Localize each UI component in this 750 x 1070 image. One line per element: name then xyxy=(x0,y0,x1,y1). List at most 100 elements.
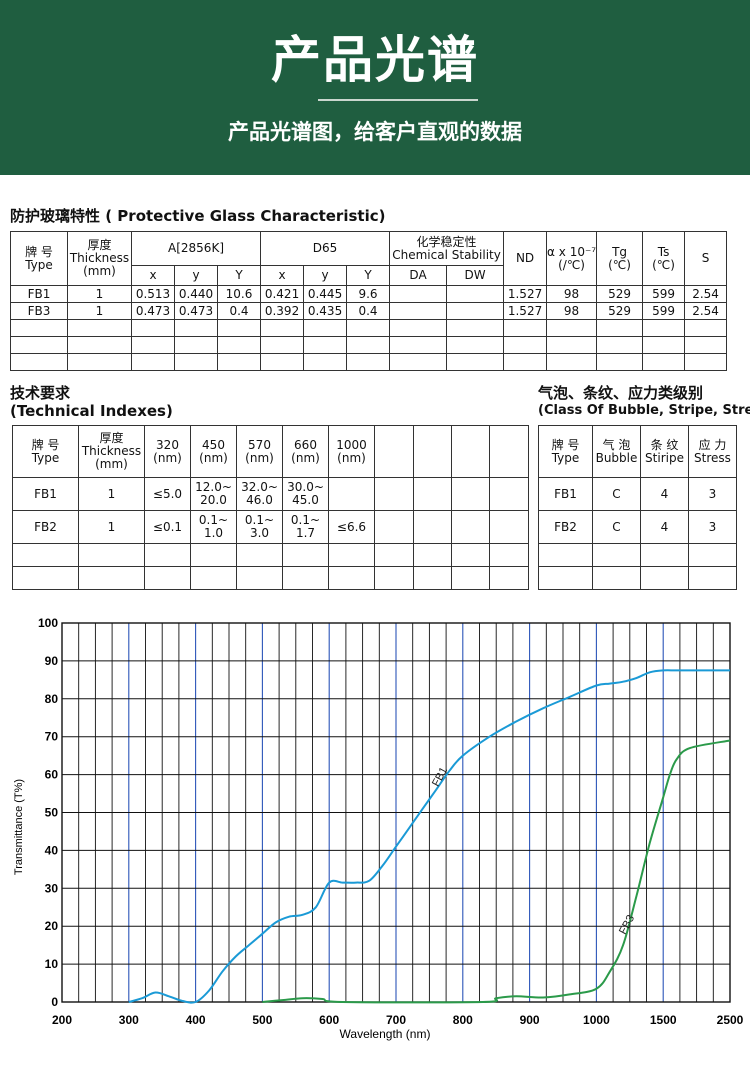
cell-thickness: 1 xyxy=(67,302,132,320)
header-bubble: 气 泡 Bubble xyxy=(592,425,641,478)
cell-570nm: 0.1~ 3.0 xyxy=(236,510,283,544)
header-ts: Ts (℃) xyxy=(642,231,686,286)
table-row: FB2 1 ≤0.1 0.1~ 1.0 0.1~ 3.0 0.1~ 1.7 ≤6.6 xyxy=(12,510,529,544)
banner-divider xyxy=(318,99,478,101)
cell-s: 2.54 xyxy=(684,302,728,320)
y-tick-label: 10 xyxy=(45,957,59,971)
cell-type: FB1 xyxy=(10,285,68,303)
cell-ts: 599 xyxy=(642,285,686,303)
cell-nd: 1.527 xyxy=(503,285,548,303)
banner-title: 产品光谱 xyxy=(271,31,479,89)
cell-d-y: 0.445 xyxy=(303,285,348,303)
y-tick-label: 20 xyxy=(45,919,59,933)
header-tg: Tg (℃) xyxy=(596,231,644,286)
header-570nm: 570 (nm) xyxy=(236,425,283,478)
banner-subtitle: 产品光谱图，给客户直观的数据 xyxy=(228,120,522,144)
cell-1000nm: ≤6.6 xyxy=(328,510,375,544)
cell-660nm: 30.0~ 45.0 xyxy=(282,477,329,511)
cell-thickness: 1 xyxy=(78,510,145,544)
empty-row xyxy=(10,353,750,371)
header-nd: ND xyxy=(503,231,548,286)
header-type: 牌 号 Type xyxy=(10,231,68,286)
header-1000nm: 1000 (nm) xyxy=(328,425,375,478)
table-row: FB1 1 ≤5.0 12.0~ 20.0 32.0~ 46.0 30.0~ 45.0 xyxy=(12,477,529,511)
cell-alpha: 98 xyxy=(546,285,598,303)
cell-d-Y: 0.4 xyxy=(346,302,391,320)
y-tick-label: 0 xyxy=(51,995,58,1009)
header-dw: DW xyxy=(446,265,505,286)
y-tick-label: 80 xyxy=(45,692,59,706)
header-thickness: 厚度 Thickness (mm) xyxy=(67,231,132,286)
cell-da xyxy=(389,285,448,303)
cell-type: FB2 xyxy=(12,510,79,544)
header-a-y: y xyxy=(174,265,218,286)
y-tick-label: 40 xyxy=(45,843,59,857)
cell-bubble: C xyxy=(592,510,641,544)
y-tick-label: 30 xyxy=(45,881,59,895)
cell-da xyxy=(389,302,448,320)
header-d-Y: Y xyxy=(346,265,391,286)
header-da: DA xyxy=(389,265,448,286)
bubble-table: 牌 号 Type 气 泡 Bubble 条 纹 Stiripe 应 力 Stress F… xyxy=(538,425,737,590)
cell-dw xyxy=(446,285,505,303)
cell-a-Y: 10.6 xyxy=(216,285,262,303)
cell-tg: 529 xyxy=(596,302,644,320)
header-d-y: y xyxy=(303,265,348,286)
empty-row xyxy=(538,543,737,567)
header-660nm: 660 (nm) xyxy=(282,425,329,478)
header-a-Y: Y xyxy=(216,265,262,286)
header-type: 牌 号 Type xyxy=(12,425,79,478)
cell-type: FB1 xyxy=(12,477,79,511)
chart-series xyxy=(128,669,731,1004)
cell-d-x: 0.392 xyxy=(260,302,305,320)
empty-row xyxy=(12,543,529,567)
cell-thickness: 1 xyxy=(78,477,145,511)
header-banner: 产品光谱 产品光谱图，给客户直观的数据 xyxy=(0,0,750,175)
chart-ticks: 0 10 20 30 40 50 60 70 80 90 100 200 300 400 500 600 700… xyxy=(38,616,744,1027)
cell-1000nm xyxy=(328,477,375,511)
cell-d-Y: 9.6 xyxy=(346,285,391,303)
x-tick-label: 200 xyxy=(52,1013,72,1027)
bubble-title-en: (Class Of Bubble, Stripe, Stress) xyxy=(538,403,750,418)
y-tick-label: 50 xyxy=(45,806,59,820)
cell-type: FB2 xyxy=(538,510,593,544)
empty-row xyxy=(538,566,737,590)
cell-thickness: 1 xyxy=(67,285,132,303)
header-thickness: 厚度 Thickness (mm) xyxy=(78,425,145,478)
header-d65: D65 xyxy=(260,231,391,266)
cell-d-x: 0.421 xyxy=(260,285,305,303)
header-450nm: 450 (nm) xyxy=(190,425,237,478)
cell-450nm: 0.1~ 1.0 xyxy=(190,510,237,544)
header-320nm: 320 (nm) xyxy=(144,425,191,478)
cell-type: FB1 xyxy=(538,477,593,511)
cell-stripe: 4 xyxy=(640,510,689,544)
x-tick-label: 400 xyxy=(186,1013,206,1027)
header-chemical-stability: 化学稳定性 Chemical Stability xyxy=(389,231,505,266)
x-axis-label: Wavelength (nm) xyxy=(340,1027,431,1041)
x-tick-label: 500 xyxy=(252,1013,272,1027)
header-a-x: x xyxy=(131,265,175,286)
cell-570nm: 32.0~ 46.0 xyxy=(236,477,283,511)
y-tick-label: 100 xyxy=(38,616,58,630)
series-line-fb3 xyxy=(262,739,731,1004)
x-tick-label: 2500 xyxy=(717,1013,744,1027)
cell-stress: 3 xyxy=(688,477,737,511)
y-tick-label: 60 xyxy=(45,768,59,782)
cell-a-x: 0.513 xyxy=(131,285,175,303)
header-alpha: α x 10⁻⁷ (/℃) xyxy=(546,231,598,286)
series-annotation: FB1 xyxy=(430,765,450,788)
chart-grid xyxy=(61,622,731,1003)
cell-ts: 599 xyxy=(642,302,686,320)
x-tick-label: 800 xyxy=(453,1013,473,1027)
cell-tg: 529 xyxy=(596,285,644,303)
cell-bubble: C xyxy=(592,477,641,511)
cell-type: FB3 xyxy=(10,302,68,320)
x-tick-label: 300 xyxy=(119,1013,139,1027)
empty-row xyxy=(10,336,750,354)
header-d-x: x xyxy=(260,265,305,286)
cell-nd: 1.527 xyxy=(503,302,548,320)
series-annotation: FB3 xyxy=(617,913,637,936)
cell-d-y: 0.435 xyxy=(303,302,348,320)
y-tick-label: 70 xyxy=(45,730,59,744)
series-line-fb1 xyxy=(128,669,730,1004)
